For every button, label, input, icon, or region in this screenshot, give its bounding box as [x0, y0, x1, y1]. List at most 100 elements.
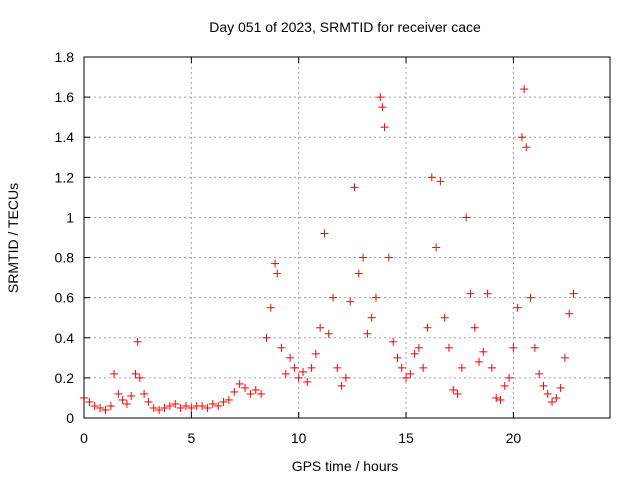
data-point: [131, 369, 140, 378]
data-series: [80, 85, 578, 414]
data-point: [505, 373, 514, 382]
data-point: [423, 323, 432, 332]
data-point: [466, 289, 475, 298]
x-tick-label: 0: [80, 430, 88, 446]
data-point: [230, 387, 239, 396]
data-point: [556, 383, 565, 392]
data-point: [320, 229, 329, 238]
data-point: [552, 393, 561, 402]
y-tick-label: 0.6: [55, 290, 75, 306]
data-point: [432, 243, 441, 252]
data-point: [543, 389, 552, 398]
data-point: [509, 343, 518, 352]
data-point: [397, 363, 406, 372]
data-point: [303, 377, 312, 386]
data-point: [548, 397, 557, 406]
data-point: [462, 213, 471, 222]
data-point: [127, 391, 136, 400]
data-point: [133, 337, 142, 346]
data-point: [539, 381, 548, 390]
data-point: [144, 397, 153, 406]
y-tick-label: 1.6: [55, 89, 75, 105]
data-point: [262, 333, 271, 342]
data-point: [241, 383, 250, 392]
data-point: [181, 401, 190, 410]
x-tick-label: 5: [187, 430, 195, 446]
data-point: [271, 259, 280, 268]
data-point: [85, 397, 94, 406]
data-point: [517, 133, 526, 142]
data-point: [483, 289, 492, 298]
y-axis-label: SRMTID / TECUs: [5, 183, 21, 293]
x-tick-label: 15: [398, 430, 414, 446]
x-tick-label: 20: [506, 430, 522, 446]
data-point: [333, 363, 342, 372]
data-point: [257, 389, 266, 398]
data-point: [106, 401, 115, 410]
data-point: [522, 143, 531, 152]
data-point: [389, 337, 398, 346]
data-point: [414, 343, 423, 352]
data-point: [496, 395, 505, 404]
plot-frame: [83, 56, 611, 419]
data-point: [560, 353, 569, 362]
data-point: [214, 401, 223, 410]
data-point: [520, 85, 529, 94]
data-point: [307, 363, 316, 372]
y-tick-label: 1.2: [55, 169, 75, 185]
data-point: [457, 363, 466, 372]
data-point: [114, 389, 123, 398]
data-point: [101, 405, 110, 414]
data-point: [235, 379, 244, 388]
data-point: [535, 369, 544, 378]
data-point: [449, 385, 458, 394]
y-tick-label: 0.8: [55, 250, 75, 266]
data-point: [149, 403, 158, 412]
data-point: [266, 303, 275, 312]
data-point: [155, 405, 164, 414]
data-point: [294, 373, 303, 382]
x-axis-label: GPS time / hours: [292, 458, 399, 474]
data-point: [440, 313, 449, 322]
data-point: [475, 357, 484, 366]
data-point: [246, 389, 255, 398]
data-point: [224, 395, 233, 404]
data-point: [198, 401, 207, 410]
data-point: [487, 363, 496, 372]
data-point: [444, 343, 453, 352]
data-point: [251, 385, 260, 394]
data-point: [187, 403, 196, 412]
y-tick-label: 0.4: [55, 330, 75, 346]
data-point: [316, 323, 325, 332]
data-point: [410, 349, 419, 358]
data-point: [371, 293, 380, 302]
data-point: [110, 369, 119, 378]
data-point: [378, 103, 387, 112]
grid-lines: [84, 57, 610, 418]
data-point: [436, 177, 445, 186]
data-point: [393, 353, 402, 362]
data-point: [565, 309, 574, 318]
chart-title: Day 051 of 2023, SRMTID for receiver cac…: [209, 19, 481, 35]
data-point: [402, 373, 411, 382]
data-point: [453, 389, 462, 398]
data-point: [376, 93, 385, 102]
data-point: [500, 381, 509, 390]
data-point: [384, 253, 393, 262]
data-point: [380, 123, 389, 132]
data-point: [367, 313, 376, 322]
data-point: [569, 289, 578, 298]
data-point: [203, 403, 212, 412]
data-point: [427, 173, 436, 182]
data-point: [363, 329, 372, 338]
data-point: [341, 373, 350, 382]
data-point: [337, 381, 346, 390]
data-point: [165, 401, 174, 410]
data-point: [359, 253, 368, 262]
data-point: [492, 393, 501, 402]
y-tick-label: 0: [66, 410, 74, 426]
data-point: [470, 323, 479, 332]
x-tick-label: 10: [291, 430, 307, 446]
data-point: [346, 297, 355, 306]
